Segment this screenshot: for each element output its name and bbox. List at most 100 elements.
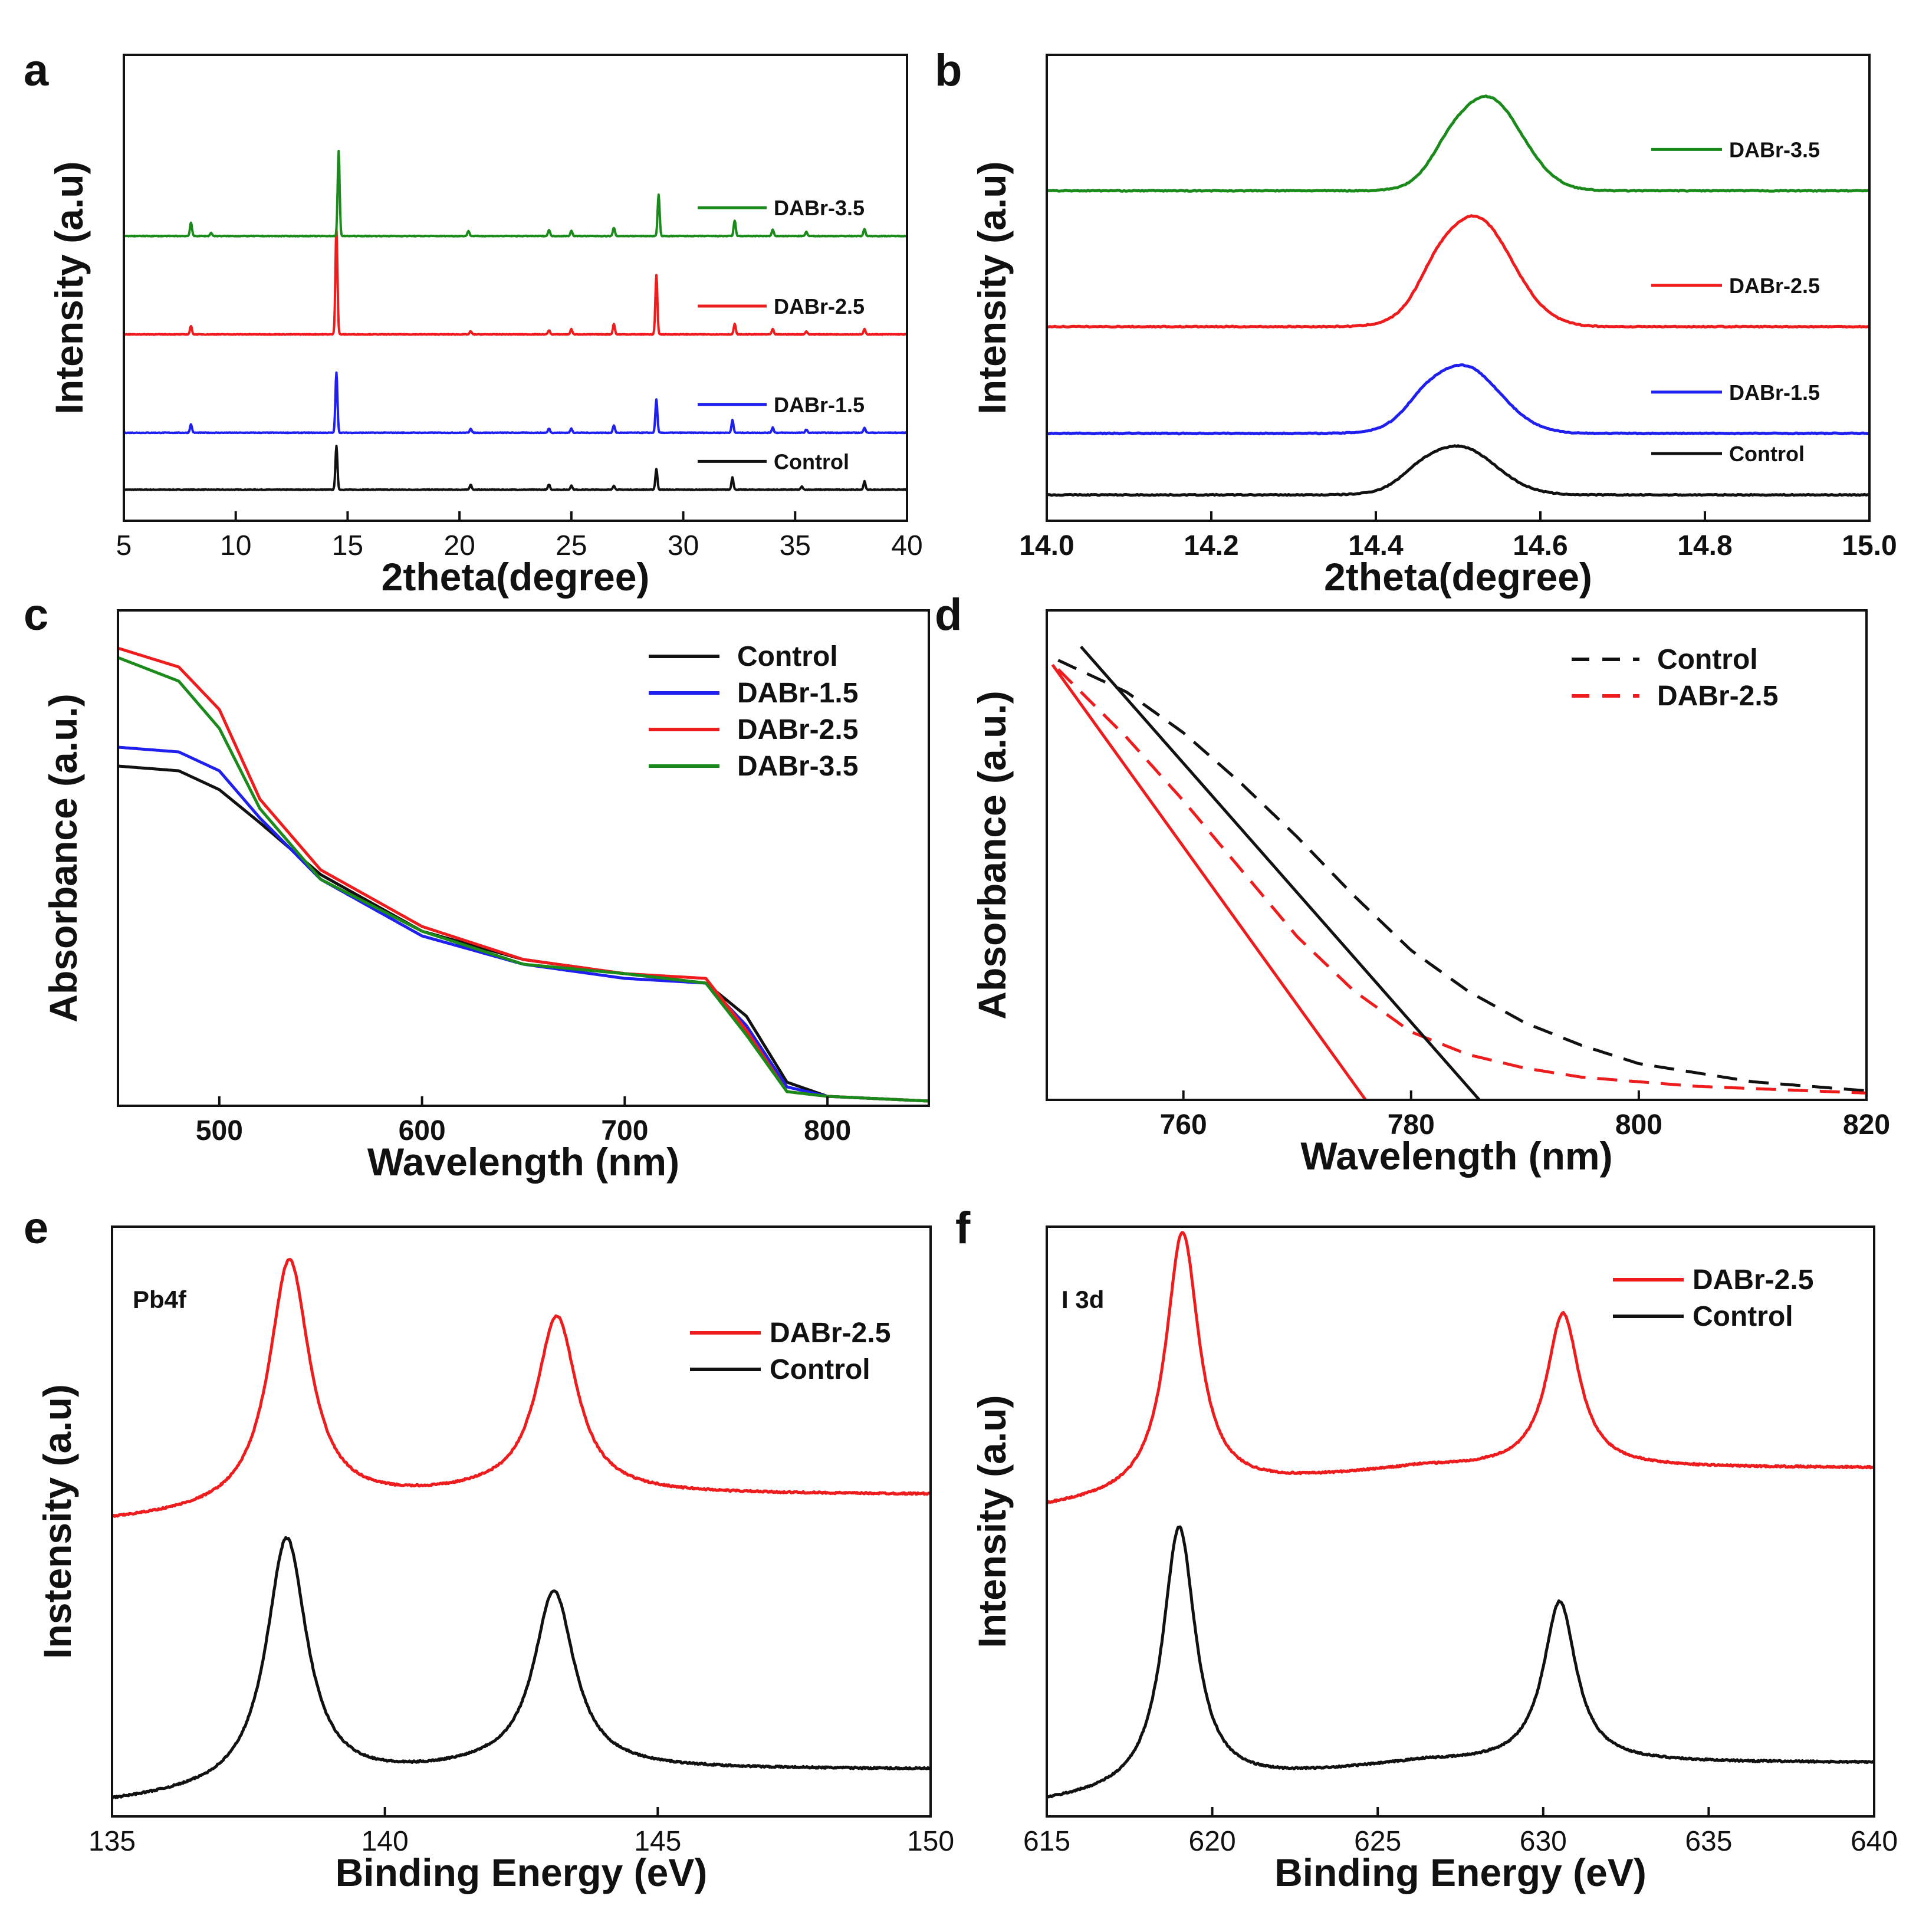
x-axis-label: Binding Energy (eV)	[1274, 1851, 1647, 1894]
series-dabr-2-5	[1057, 668, 1866, 1095]
legend-label: DABr-2.5	[1657, 681, 1778, 712]
series-dabr-3-5	[124, 150, 907, 238]
legend-label: DABr-1.5	[774, 393, 865, 417]
panel-label: d	[935, 590, 962, 640]
x-axis-label: Wavelength (nm)	[367, 1140, 679, 1184]
x-tick-label: 145	[634, 1826, 681, 1857]
spectrum-annotation: Pb4f	[133, 1286, 187, 1313]
panel-e: e 135 140 145 150 Binding Energy (eV) Instensi…	[24, 1203, 954, 1894]
legend-label: DABr-2.5	[1729, 274, 1820, 298]
legend-label: Control	[774, 449, 849, 474]
y-axis-label: Intensity (a.u)	[970, 161, 1014, 414]
x-tick-label: 20	[443, 530, 475, 561]
series-control	[112, 1536, 931, 1799]
y-axis-label: Instensity (a.u)	[35, 1384, 79, 1659]
legend-label: DABr-3.5	[737, 751, 858, 782]
series-dabr-1-5	[124, 371, 907, 435]
panel-label: e	[24, 1203, 48, 1253]
series-dabr-2-5	[1047, 1231, 1874, 1504]
panel-d: d 760 780 800 820 Wavelength (nm) Absorbance (…	[935, 590, 1890, 1178]
x-tick-label: 500	[196, 1115, 243, 1146]
legend: Control DABr-1.5 DABr-2.5 DABr-3.5	[1651, 137, 1820, 466]
x-tick-label: 800	[804, 1115, 851, 1146]
series-dabr-2-5	[112, 1258, 931, 1518]
axes-frame	[117, 609, 930, 1107]
axes-frame	[111, 1225, 932, 1818]
panel-f: f 615 620 625 630 635 640 Binding Energy (eV) In…	[955, 1203, 1898, 1894]
plot-area	[1051, 645, 1866, 1100]
series-dabr-1-5	[118, 745, 929, 1103]
series-control	[1047, 444, 1869, 497]
series-dabr-2-5	[1047, 214, 1869, 329]
x-tick-label: 25	[556, 530, 587, 561]
x-tick-label: 635	[1685, 1826, 1732, 1857]
x-tick-label: 14.4	[1348, 530, 1404, 561]
legend-label: Control	[1693, 1301, 1793, 1332]
legend-label: DABr-3.5	[774, 196, 865, 220]
panel-b: b 14.0 14.2 14.4 14.6 14.8 15.0 2theta(degree) I…	[935, 45, 1897, 599]
series-control	[118, 764, 929, 1103]
x-axis-label: 2theta(degree)	[1324, 555, 1592, 599]
legend: DABr-2.5 Control	[1613, 1264, 1813, 1332]
series-dabr-2-5	[124, 226, 907, 336]
y-axis-label: Absorbance (a.u.)	[41, 694, 85, 1022]
series-dabr-1-5	[1047, 363, 1869, 436]
series-control	[124, 445, 907, 491]
spectrum-annotation: I 3d	[1062, 1286, 1104, 1313]
y-axis-label: Absorbance (a.u.)	[970, 691, 1014, 1019]
panel-a: a 5 10 15 20 25 30 35 40 2theta(degree) Intensity …	[24, 45, 923, 599]
x-tick-label: 150	[907, 1826, 954, 1857]
axes-frame	[123, 54, 908, 522]
x-tick-label: 5	[116, 530, 132, 561]
legend-label: Control	[1657, 644, 1758, 675]
legend-label: DABr-2.5	[737, 714, 858, 745]
series-control-fit	[1080, 645, 1481, 1100]
series-control	[1057, 659, 1866, 1093]
x-tick-label: 600	[399, 1115, 446, 1146]
x-tick-label: 620	[1189, 1826, 1236, 1857]
panel-label: b	[935, 45, 962, 96]
x-tick-label: 135	[88, 1826, 136, 1857]
x-tick-label: 35	[780, 530, 811, 561]
y-axis-label: Intensity (a.u)	[970, 1395, 1014, 1648]
legend-label: DABr-1.5	[737, 678, 858, 709]
legend: DABr-2.5 Control	[690, 1317, 890, 1385]
legend: Control DABr-1.5 DABr-2.5 DABr-3.5	[698, 196, 865, 474]
x-tick-label: 140	[362, 1826, 409, 1857]
x-axis-label: 2theta(degree)	[382, 555, 650, 599]
legend: Control DABr-1.5 DABr-2.5 DABr-3.5	[649, 641, 858, 782]
series-dabr-3-5	[118, 656, 929, 1103]
x-tick-label: 14.0	[1019, 530, 1074, 561]
legend-label: DABr-2.5	[1693, 1264, 1813, 1296]
x-tick-label: 780	[1388, 1109, 1435, 1141]
axes-frame	[1046, 1225, 1875, 1818]
legend-label: DABr-2.5	[770, 1317, 890, 1349]
x-tick-label: 14.6	[1513, 530, 1567, 561]
x-tick-label: 15	[332, 530, 363, 561]
x-axis-label: Binding Energy (eV)	[336, 1851, 708, 1894]
x-tick-label: 700	[601, 1115, 648, 1146]
x-tick-label: 615	[1023, 1826, 1070, 1857]
legend-label: DABr-3.5	[1729, 137, 1820, 162]
x-tick-label: 30	[668, 530, 699, 561]
x-tick-label: 820	[1843, 1109, 1890, 1141]
x-tick-label: 640	[1851, 1826, 1898, 1857]
series-control	[1047, 1525, 1874, 1799]
legend-label: Control	[1729, 442, 1805, 466]
x-tick-label: 625	[1354, 1826, 1401, 1857]
plot-area	[1047, 94, 1869, 497]
axes-frame	[1046, 54, 1871, 522]
legend-label: Control	[770, 1354, 870, 1385]
legend-label: DABr-1.5	[1729, 380, 1820, 405]
panel-label: a	[24, 45, 49, 96]
x-tick-label: 14.8	[1677, 530, 1732, 561]
x-tick-label: 760	[1160, 1109, 1207, 1141]
x-tick-label: 40	[891, 530, 922, 561]
plot-area	[1047, 1231, 1874, 1799]
x-tick-label: 630	[1520, 1826, 1567, 1857]
y-axis-label: Intensity (a.u)	[47, 161, 91, 414]
legend: Control DABr-2.5	[1572, 644, 1778, 712]
plot-area	[124, 150, 907, 491]
x-axis-label: Wavelength (nm)	[1300, 1134, 1612, 1178]
